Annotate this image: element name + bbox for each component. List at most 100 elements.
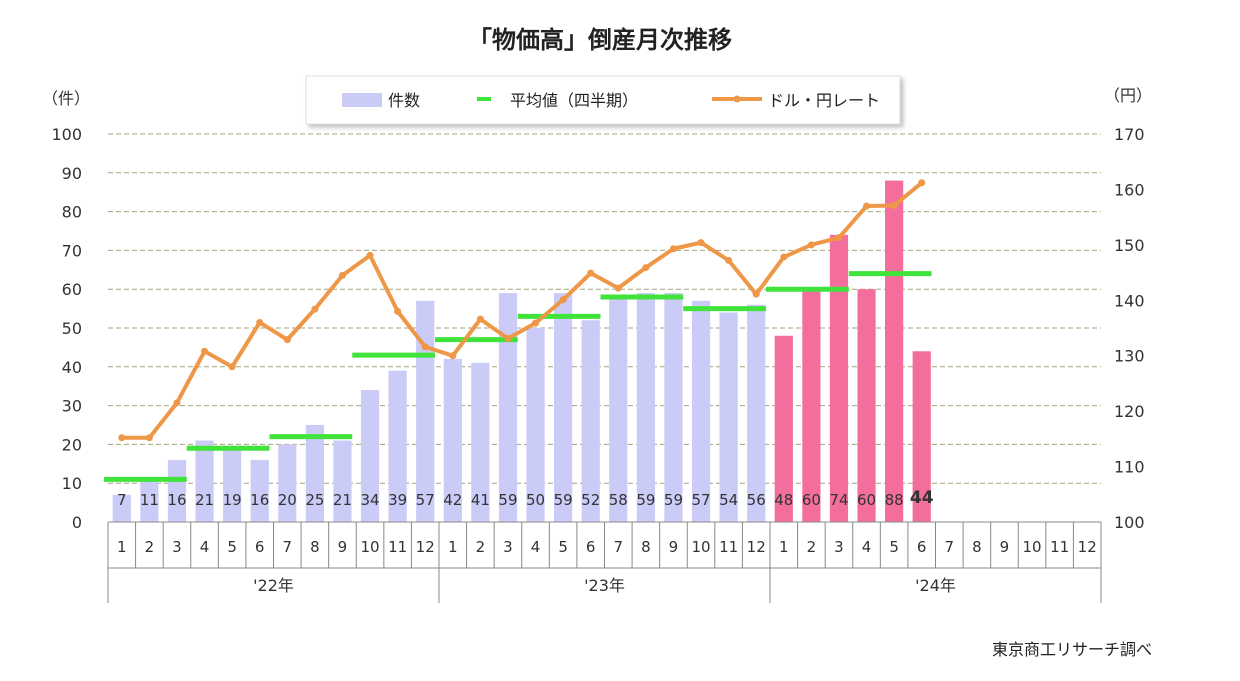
month-label: 3	[503, 538, 513, 556]
right-axis-ticks: 100 110 120 130 140 150 160 170	[1114, 125, 1145, 532]
right-tick-label: 170	[1114, 125, 1145, 144]
left-tick-label: 10	[62, 474, 82, 493]
legend-swatch-count	[342, 93, 382, 107]
count-data-label: 52	[581, 491, 600, 509]
month-label: 3	[172, 538, 182, 556]
count-data-label: 19	[223, 491, 242, 509]
usd-jpy-point	[863, 202, 871, 210]
count-bar	[140, 479, 159, 522]
month-label: 3	[834, 538, 844, 556]
usd-jpy-point	[366, 251, 374, 259]
month-label: 8	[641, 538, 651, 556]
usd-jpy-point	[118, 434, 126, 442]
month-label: 1	[779, 538, 789, 556]
usd-jpy-point	[614, 284, 622, 292]
count-data-label: 11	[140, 491, 159, 509]
right-tick-label: 160	[1114, 180, 1145, 199]
month-label: 12	[1078, 538, 1097, 556]
count-data-label: 20	[278, 491, 297, 509]
count-bar	[609, 296, 628, 522]
month-label: 10	[1022, 538, 1041, 556]
legend-label-count: 件数	[388, 91, 420, 110]
left-axis-ticks: 0 10 20 30 40 50 60 70 80 90 100	[51, 125, 82, 532]
left-axis-unit: （件）	[42, 89, 90, 108]
usd-jpy-point	[725, 256, 733, 264]
chart-title: 「物価高」倒産月次推移	[468, 26, 732, 54]
year-label: '23年	[584, 576, 625, 595]
month-label: 9	[669, 538, 679, 556]
legend-label-rate: ドル・円レート	[768, 91, 880, 110]
count-data-label: 16	[167, 491, 186, 509]
count-bar	[912, 351, 931, 522]
count-data-label: 21	[195, 491, 214, 509]
count-bar	[526, 328, 545, 522]
usd-jpy-point	[338, 271, 346, 279]
month-label: 11	[1050, 538, 1069, 556]
usd-jpy-point	[807, 241, 815, 249]
count-bar	[774, 335, 793, 522]
usd-jpy-point	[642, 264, 650, 272]
usd-jpy-point	[173, 399, 181, 407]
count-bar	[388, 370, 407, 522]
right-tick-label: 100	[1114, 513, 1145, 532]
usd-jpy-point	[780, 253, 788, 261]
count-data-label: 57	[416, 491, 435, 509]
count-data-label: 41	[471, 491, 490, 509]
month-label: 7	[614, 538, 624, 556]
count-bar	[719, 312, 738, 522]
month-label: 6	[586, 538, 596, 556]
usd-jpy-point	[145, 434, 153, 442]
year-label: '24年	[915, 576, 956, 595]
left-tick-label: 90	[62, 164, 82, 183]
count-data-label: 21	[333, 491, 352, 509]
left-tick-label: 0	[72, 513, 82, 532]
count-bar	[112, 494, 131, 522]
count-bar	[636, 293, 655, 522]
count-data-label: 39	[388, 491, 407, 509]
usd-jpy-line	[118, 179, 926, 442]
source-note: 東京商工リサーチ調べ	[992, 640, 1152, 659]
usd-jpy-point	[752, 290, 760, 298]
usd-jpy-point	[559, 296, 567, 304]
month-label: 6	[255, 538, 265, 556]
usd-jpy-point	[669, 245, 677, 253]
usd-jpy-point	[918, 179, 926, 187]
usd-jpy-point	[421, 343, 429, 351]
usd-jpy-series-line	[119, 180, 924, 440]
month-label: 5	[227, 538, 237, 556]
count-bar	[250, 459, 269, 522]
count-data-label: 74	[829, 491, 848, 509]
left-tick-label: 40	[62, 358, 82, 377]
count-data-label: 42	[443, 491, 462, 509]
count-bar	[554, 293, 573, 522]
month-label: 11	[719, 538, 738, 556]
month-label: 8	[310, 538, 320, 556]
usd-jpy-point	[201, 347, 209, 355]
usd-jpy-point	[890, 202, 898, 210]
left-tick-label: 20	[62, 435, 82, 454]
month-label: 12	[416, 538, 435, 556]
usd-jpy-point	[697, 239, 705, 247]
month-label: 1	[448, 538, 458, 556]
count-data-label: 50	[526, 491, 545, 509]
count-bar	[885, 180, 904, 522]
year-label: '22年	[253, 576, 294, 595]
usd-jpy-point	[256, 318, 264, 326]
count-data-label: 57	[691, 491, 710, 509]
count-data-label: 25	[305, 491, 324, 509]
right-tick-label: 140	[1114, 291, 1145, 310]
count-data-label: 56	[747, 491, 766, 509]
month-label: 8	[972, 538, 982, 556]
count-bar	[829, 234, 849, 522]
legend-swatch-rate-marker	[733, 95, 741, 103]
quarterly-average-lines	[104, 271, 932, 482]
count-data-label: 7	[117, 491, 127, 509]
count-bar	[857, 289, 876, 522]
count-bar	[195, 440, 214, 522]
count-bar	[581, 320, 600, 522]
right-tick-label: 110	[1114, 458, 1145, 477]
month-label: 4	[862, 538, 872, 556]
count-bar	[747, 304, 766, 522]
month-label: 6	[917, 538, 927, 556]
right-tick-label: 150	[1114, 236, 1145, 255]
